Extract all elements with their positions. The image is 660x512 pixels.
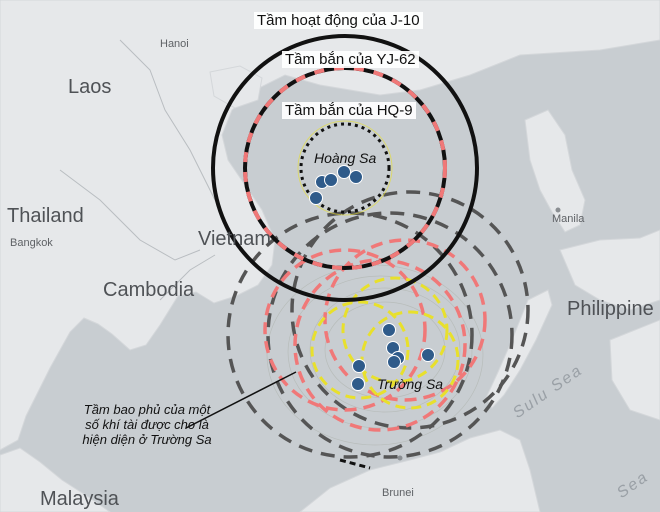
- range-label-yj62: Tầm bắn của YJ-62: [282, 51, 419, 68]
- yj62-range-ring-dash: [243, 66, 447, 270]
- range-label-j10: Tầm hoạt động của J-10: [254, 12, 423, 29]
- country-label-malaysia: Malaysia: [40, 488, 119, 510]
- border-thailand-cambodia: [59, 169, 201, 261]
- spratly-yj62-ring-2: [323, 238, 487, 402]
- borneo: [299, 429, 541, 512]
- city-label-brunei: Brunei: [382, 487, 414, 499]
- city-label-hanoi: Hanoi: [160, 38, 189, 50]
- spratly-island-marker: [387, 355, 401, 369]
- paracel-island-marker: [337, 165, 351, 179]
- country-label-thailand: Thailand: [7, 205, 84, 227]
- mindanao: [609, 319, 660, 421]
- pointer-line-bottom: [339, 458, 371, 470]
- pointer-lines: [185, 371, 371, 470]
- spratly-yj62-ring-1: [263, 248, 427, 412]
- paracel-island-marker: [349, 170, 363, 184]
- paracel-island-marker: [309, 191, 323, 205]
- contour-3: [287, 275, 473, 429]
- spratly-hq9-ring-1: [310, 300, 410, 400]
- city-dots: [397, 207, 561, 461]
- paracel-markers: [309, 165, 363, 205]
- country-label-philippines: Philippine: [567, 298, 654, 320]
- spratly-island-marker: [382, 323, 396, 337]
- spratly-island-marker: [352, 359, 366, 373]
- coverage-annotation: Tầm bao phủ của một số khí tài được cho …: [82, 402, 212, 447]
- coverage-ring-east: [290, 190, 530, 430]
- luzon: [524, 109, 586, 233]
- hq9-range-ring-base: [299, 122, 391, 214]
- hq9-range-ring-glow: [297, 120, 393, 216]
- brunei-dot: [397, 455, 403, 461]
- coverage-rings: [226, 190, 530, 459]
- visayas: [559, 229, 660, 311]
- country-label-laos: Laos: [68, 76, 112, 98]
- spratly-hq9-rings: [310, 276, 460, 410]
- archipelago-label-spratly: Trường Sa: [377, 376, 444, 392]
- country-label-cambodia: Cambodia: [103, 279, 195, 301]
- j10-range-ring: [211, 34, 479, 302]
- spratly-island-marker: [421, 348, 435, 362]
- manila-dot: [555, 207, 561, 213]
- paracel-island-marker: [324, 173, 338, 187]
- archipelago-label-paracel: Hoàng Sa: [314, 150, 377, 166]
- spratly-markers: [351, 323, 435, 391]
- malay-peninsula: [0, 447, 111, 512]
- city-label-manila: Manila: [552, 213, 585, 225]
- contour-2: [309, 287, 461, 413]
- pointer-line-spratly: [185, 371, 297, 429]
- palawan: [485, 289, 553, 409]
- border-cambodia-vietnam: [159, 254, 216, 301]
- spratly-island-marker: [351, 377, 365, 391]
- paracel-rings: [211, 34, 479, 302]
- spratly-yj62-ring-3: [293, 258, 467, 432]
- coverage-ring-west: [226, 211, 474, 459]
- country-label-vietnam: Vietnam: [198, 228, 272, 250]
- coverage-ring-center: [266, 211, 514, 459]
- range-label-hq9: Tầm bắn của HQ-9: [282, 102, 416, 119]
- mainland-asia: [0, 0, 660, 451]
- spratly-hq9-ring-2: [341, 276, 449, 384]
- city-label-bangkok: Bangkok: [10, 237, 53, 249]
